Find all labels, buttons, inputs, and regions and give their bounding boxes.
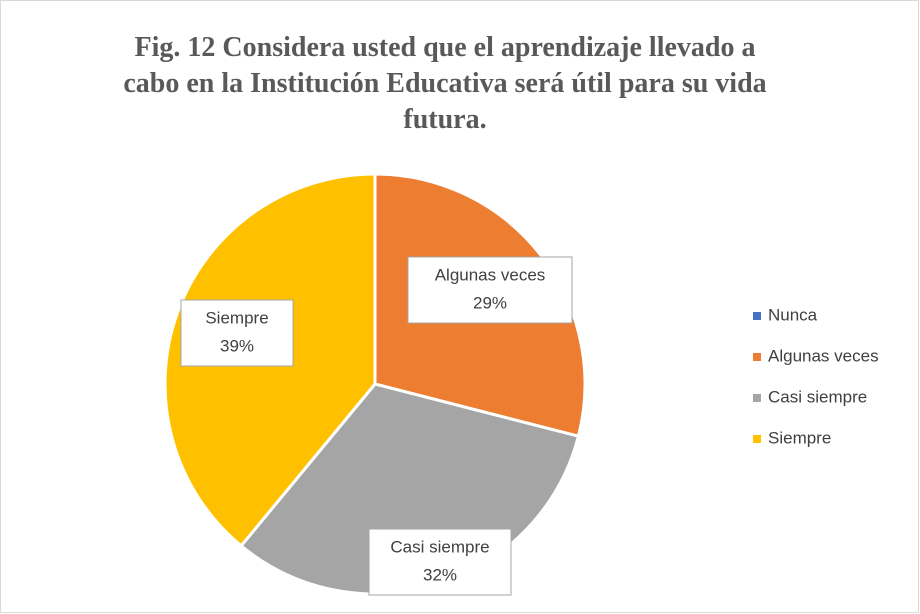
legend-swatch bbox=[753, 312, 761, 320]
legend-swatch bbox=[753, 353, 761, 361]
data-label-value: 32% bbox=[423, 565, 457, 584]
data-label-category: Siempre bbox=[205, 308, 268, 327]
legend-swatch bbox=[753, 394, 761, 402]
data-label-category: Algunas veces bbox=[435, 265, 546, 284]
data-label-value: 39% bbox=[220, 336, 254, 355]
legend-swatch bbox=[753, 435, 761, 443]
data-label-value: 29% bbox=[473, 293, 507, 312]
legend-label: Nunca bbox=[768, 305, 818, 324]
legend-label: Algunas veces bbox=[768, 346, 879, 365]
data-label-box bbox=[368, 528, 512, 596]
data-label-box bbox=[407, 256, 573, 324]
chart-title: Fig. 12 Considera usted que el aprendiza… bbox=[123, 32, 767, 135]
legend-label: Siempre bbox=[768, 428, 831, 447]
data-label-box bbox=[180, 299, 294, 367]
legend-label: Casi siempre bbox=[768, 387, 867, 406]
data-label-category: Casi siempre bbox=[390, 537, 489, 556]
